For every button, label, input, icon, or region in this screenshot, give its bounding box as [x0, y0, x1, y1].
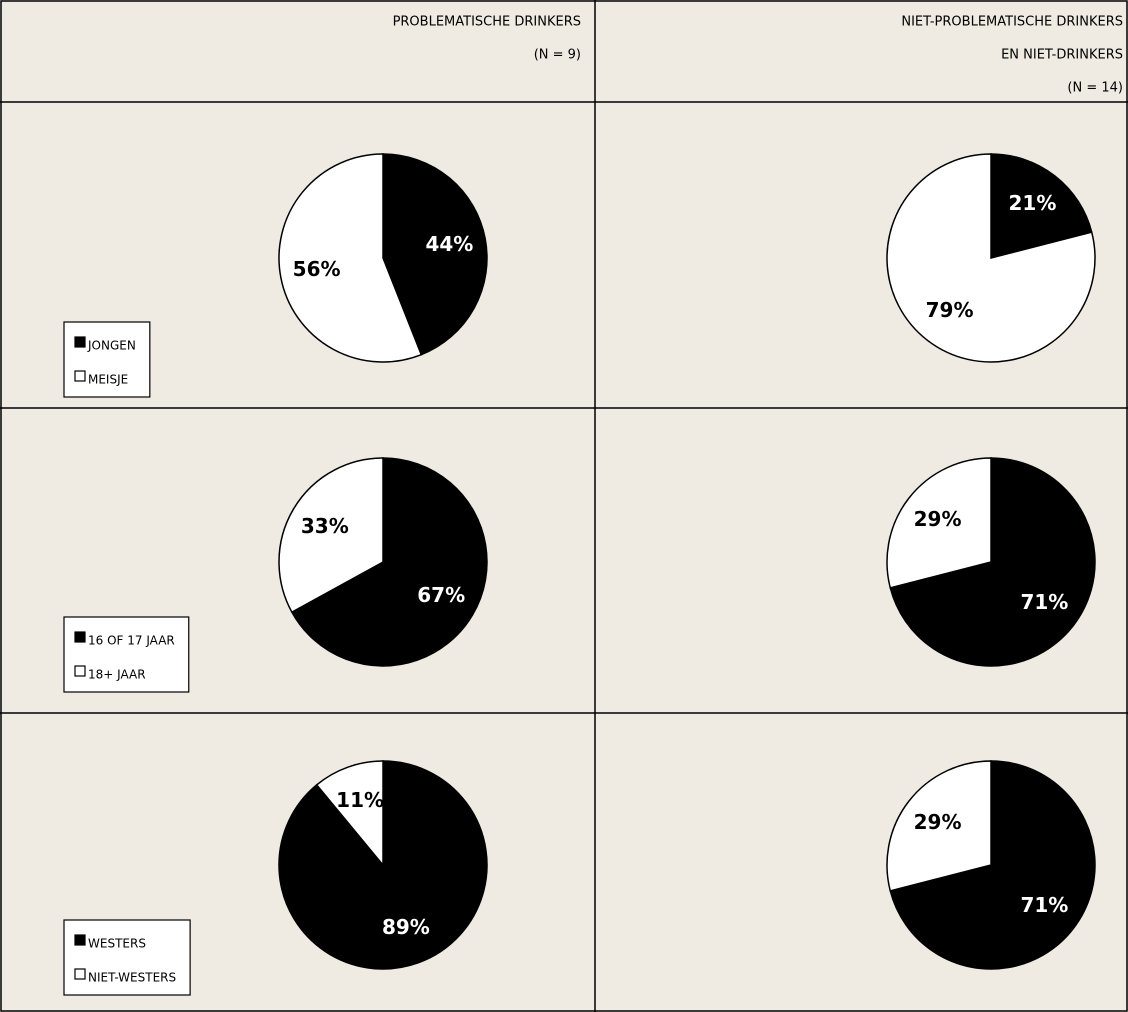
column-header: PROBLEMATISCHE DRINKERS	[393, 15, 581, 30]
pie-slice	[990, 153, 1093, 259]
data-label: 44%	[425, 232, 473, 256]
pie-slice	[278, 153, 423, 363]
legend-swatch	[74, 665, 86, 677]
pie-slice	[315, 760, 384, 868]
data-label: 21%	[1008, 191, 1056, 215]
pie-slice	[886, 153, 1096, 363]
legend-box	[63, 616, 190, 693]
data-label: 71%	[1020, 590, 1068, 614]
data-label: 67%	[417, 583, 465, 607]
data-label: 89%	[382, 915, 430, 939]
pie-slice	[889, 457, 1096, 667]
pie-slice	[382, 153, 488, 356]
column-header: EN NIET-DRINKERS	[1001, 48, 1123, 63]
pie-slice	[886, 760, 992, 892]
data-label: 11%	[336, 788, 384, 812]
legend-swatch	[74, 934, 86, 946]
legend-box	[63, 321, 151, 398]
data-label: 29%	[914, 507, 962, 531]
data-label: 33%	[301, 514, 349, 538]
data-label: 71%	[1020, 893, 1068, 917]
legend-label: 16 OF 17 JAAR	[88, 634, 175, 648]
legend-swatch	[74, 631, 86, 643]
pie-slice	[278, 457, 384, 614]
column-header: NIET-PROBLEMATISCHE DRINKERS	[901, 15, 1123, 30]
data-label: 56%	[293, 257, 341, 281]
pie-slice	[886, 457, 992, 589]
pie-slice	[290, 457, 488, 667]
legend-label: JONGEN	[87, 339, 136, 353]
pie-slice	[889, 760, 1096, 970]
legend-label: 18+ JAAR	[88, 668, 146, 682]
column-header: (N = 14)	[1067, 81, 1123, 96]
data-label: 29%	[914, 810, 962, 834]
legend-label: MEISJE	[88, 373, 128, 387]
column-header: (N = 9)	[534, 48, 581, 63]
legend-swatch	[74, 370, 86, 382]
data-label: 79%	[926, 298, 974, 322]
legend-box	[63, 919, 191, 996]
legend-swatch	[74, 336, 86, 348]
legend-label: NIET-WESTERS	[88, 971, 176, 985]
legend-swatch	[74, 968, 86, 980]
legend-label: WESTERS	[88, 937, 146, 951]
